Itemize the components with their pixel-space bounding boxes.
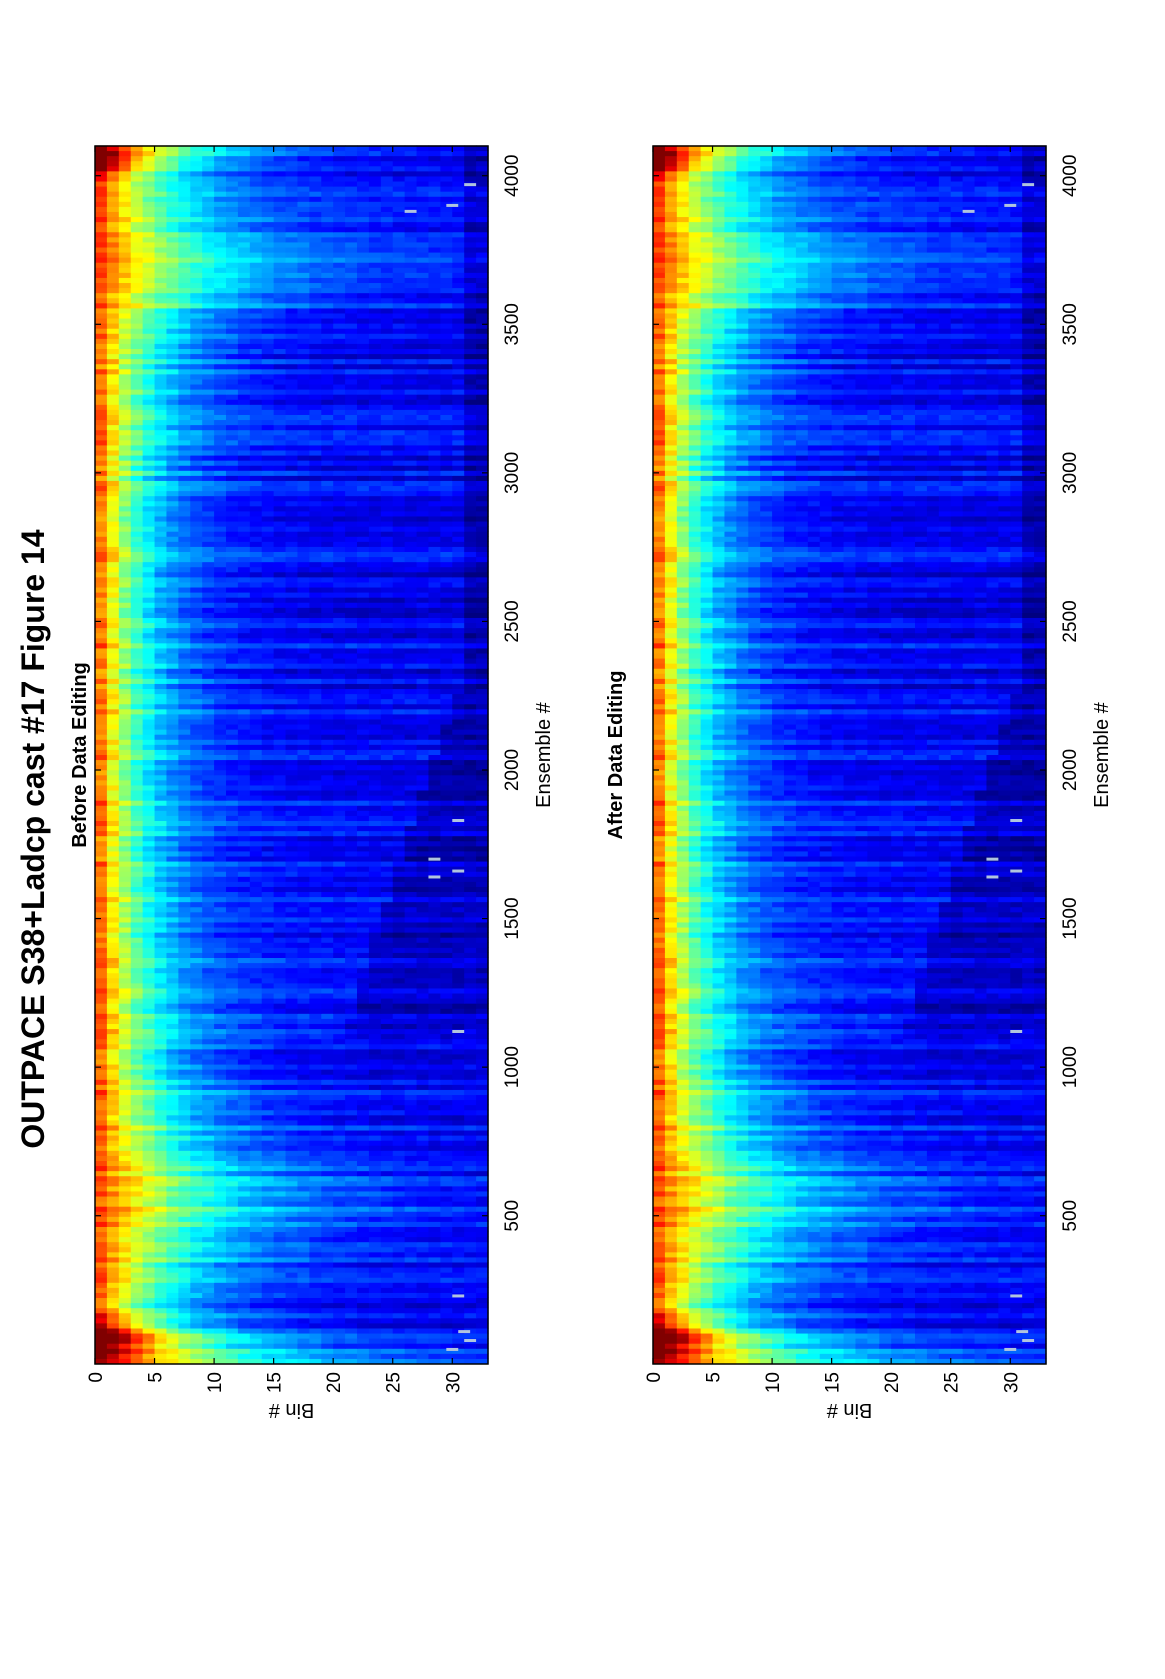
flagged-segment	[986, 875, 999, 879]
x-tick-label: 3500	[502, 303, 523, 345]
x-tick-label: 4000	[1060, 155, 1081, 197]
x-tick-label: 2500	[1060, 600, 1081, 642]
y-tick-label: 0	[86, 1372, 107, 1383]
flagged-segment	[452, 1029, 465, 1033]
flagged-segment	[458, 1330, 471, 1334]
flagged-segment	[446, 203, 459, 207]
x-tick-label: 1000	[1060, 1046, 1081, 1088]
y-tick-label: 30	[443, 1372, 464, 1393]
heatmap-image	[653, 145, 1047, 1364]
flagged-segment	[464, 1339, 477, 1343]
x-tick-label: 1000	[502, 1046, 523, 1088]
y-tick-label: 25	[384, 1372, 405, 1393]
x-tick-label: 500	[1060, 1200, 1081, 1232]
flagged-segment	[1010, 1294, 1023, 1298]
x-tick-label: 2000	[1060, 749, 1081, 791]
x-tick-label: 1500	[502, 897, 523, 939]
y-tick-label: 10	[205, 1372, 226, 1393]
x-tick-label: 500	[502, 1200, 523, 1232]
flagged-segment	[1010, 869, 1023, 873]
y-tick-label: 25	[942, 1372, 963, 1393]
flagged-segment	[428, 875, 441, 879]
flagged-segment	[452, 819, 465, 823]
panel-title: Before Data Editing	[69, 662, 91, 848]
flagged-segment	[1010, 1029, 1023, 1033]
panel-after-editing: 500 1000 1500 2000 2500 3000 3500 4000 0 5 10 15 20 2…	[605, 145, 1113, 1421]
x-axis-label: Ensemble #	[1091, 701, 1113, 807]
flagged-segment	[428, 857, 441, 861]
y-tick-label: 10	[763, 1372, 784, 1393]
heatmap-image	[95, 145, 489, 1364]
flagged-segment	[1004, 203, 1017, 207]
figure-title: OUTPACE S38+Ladcp cast #17 Figure 14	[15, 529, 51, 1148]
axes-box	[652, 145, 1047, 1365]
y-tick-label: 5	[146, 1372, 167, 1383]
flagged-segment	[1016, 1330, 1029, 1334]
flagged-segment	[404, 209, 417, 213]
y-axis-label: Bin #	[268, 1399, 314, 1421]
x-tick-label: 3500	[1060, 303, 1081, 345]
x-tick-label: 1500	[1060, 897, 1081, 939]
flagged-segment	[1022, 1339, 1035, 1343]
y-tick-label: 20	[882, 1372, 903, 1393]
axes-box	[94, 145, 489, 1365]
flagged-segment	[452, 1294, 465, 1298]
flagged-segment	[1010, 819, 1023, 823]
y-tick-label: 5	[704, 1372, 725, 1383]
y-tick-label: 15	[823, 1372, 844, 1393]
flagged-segment	[1022, 183, 1035, 187]
flagged-segment	[962, 209, 975, 213]
y-axis-label: Bin #	[826, 1399, 872, 1421]
y-tick-label: 20	[324, 1372, 345, 1393]
x-tick-label: 3000	[502, 452, 523, 494]
x-axis-label: Ensemble #	[533, 701, 555, 807]
flagged-segment	[986, 857, 999, 861]
y-tick-label: 15	[265, 1372, 286, 1393]
y-tick-label: 30	[1001, 1372, 1022, 1393]
y-tick-label: 0	[644, 1372, 665, 1383]
x-tick-label: 4000	[502, 155, 523, 197]
panel-title: After Data Editing	[605, 671, 627, 840]
flagged-segment	[446, 1347, 459, 1351]
flagged-segment	[1004, 1347, 1017, 1351]
x-tick-label: 2000	[502, 749, 523, 791]
panel-before-editing: 500 1000 1500 2000 2500 3000 3500 4000 0 5 10 15 20 2…	[69, 145, 555, 1421]
flagged-segment	[452, 869, 465, 873]
flagged-segment	[464, 183, 477, 187]
x-tick-label: 2500	[502, 600, 523, 642]
x-tick-label: 3000	[1060, 452, 1081, 494]
